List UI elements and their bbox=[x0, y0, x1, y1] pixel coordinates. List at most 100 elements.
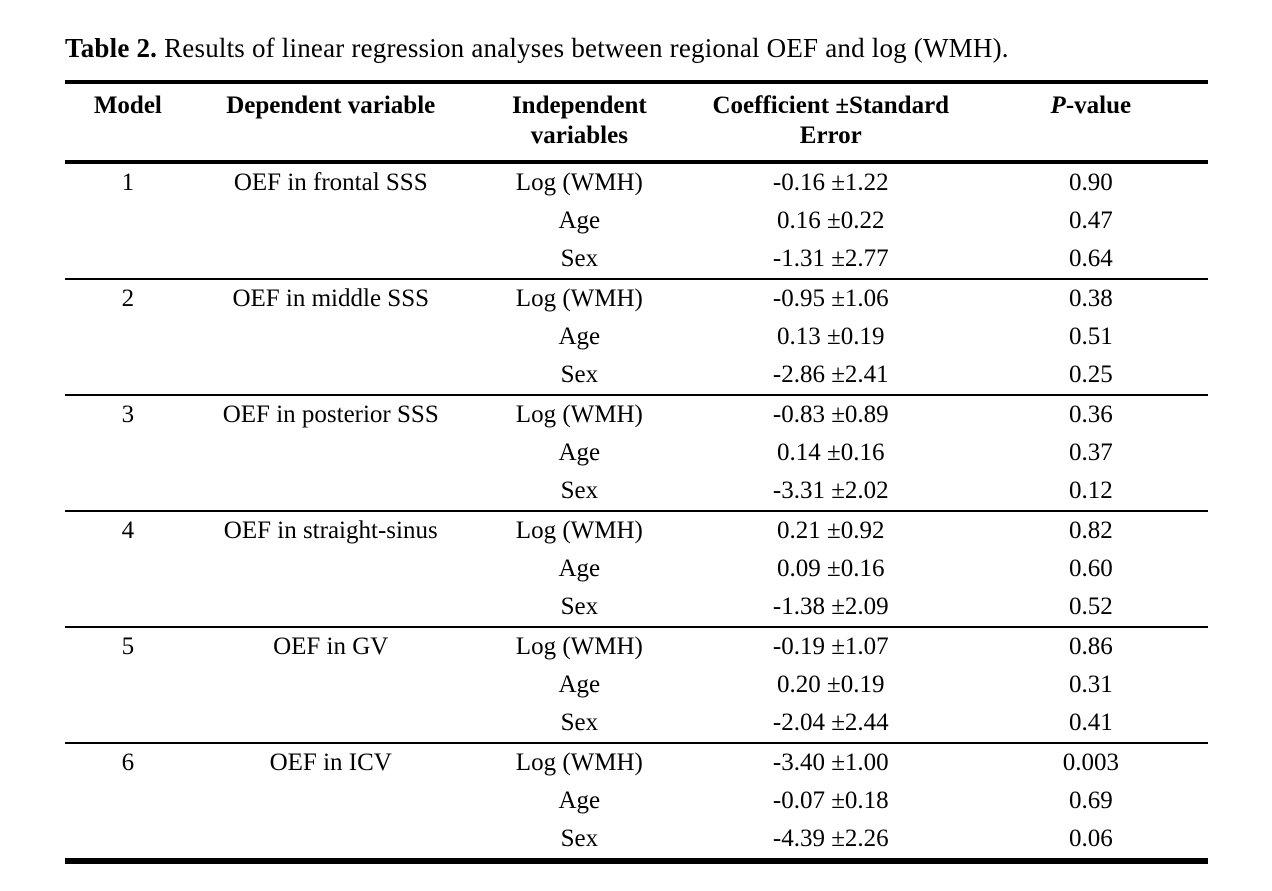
column-header-dependent-variable: Dependent variable bbox=[226, 92, 436, 119]
coefficient-value: 0.13 ±0.19 bbox=[777, 323, 885, 350]
p-value: 0.41 bbox=[1068, 709, 1113, 736]
table-caption-text: Results of linear regression analyses be… bbox=[157, 33, 1009, 63]
p-value-suffix: -value bbox=[1065, 92, 1132, 119]
coefficient-value: 0.16 ±0.22 bbox=[777, 207, 885, 234]
p-value: 0.12 bbox=[1068, 477, 1113, 504]
table-row: Sex -3.31 ±2.02 0.12 bbox=[65, 472, 1208, 511]
table-row: Sex -1.31 ±2.77 0.64 bbox=[65, 240, 1208, 279]
table-row: Sex -1.38 ±2.09 0.52 bbox=[65, 588, 1208, 627]
model-number: 1 bbox=[121, 169, 135, 196]
column-header-independent-variables: Independent variables bbox=[511, 92, 647, 149]
coefficient-value: -2.04 ±2.44 bbox=[772, 709, 889, 736]
coefficient-value: 0.14 ±0.16 bbox=[777, 439, 885, 466]
independent-variable: Age bbox=[558, 207, 601, 234]
column-header-p-value: P-value bbox=[974, 82, 1208, 162]
table-row: 1 OEF in frontal SSS Log (WMH) -0.16 ±1.… bbox=[65, 162, 1208, 202]
table-row: Age 0.14 ±0.16 0.37 bbox=[65, 434, 1208, 472]
table-row: Age 0.13 ±0.19 0.51 bbox=[65, 318, 1208, 356]
dependent-variable: OEF in middle SSS bbox=[232, 285, 430, 312]
independent-variable: Sex bbox=[560, 709, 599, 736]
table-row: 5 OEF in GV Log (WMH) -0.19 ±1.07 0.86 bbox=[65, 627, 1208, 666]
p-value: 0.90 bbox=[1068, 169, 1113, 196]
independent-variable: Age bbox=[558, 555, 601, 582]
coefficient-value: -4.39 ±2.26 bbox=[772, 825, 889, 852]
independent-variable: Log (WMH) bbox=[515, 749, 643, 776]
model-number: 4 bbox=[121, 517, 135, 544]
independent-variable: Log (WMH) bbox=[515, 633, 643, 660]
table-row: Age -0.07 ±0.18 0.69 bbox=[65, 782, 1208, 820]
table-header: Model Dependent variable Independent var… bbox=[65, 82, 1208, 162]
table-row: Sex -2.04 ±2.44 0.41 bbox=[65, 704, 1208, 743]
p-value: 0.003 bbox=[1062, 749, 1119, 776]
p-value-italic-p: P bbox=[1050, 92, 1066, 119]
regression-results-table: Model Dependent variable Independent var… bbox=[65, 80, 1208, 864]
p-value: 0.60 bbox=[1068, 555, 1113, 582]
coefficient-value: -0.07 ±0.18 bbox=[772, 787, 889, 814]
table-row: 4 OEF in straight-sinus Log (WMH) 0.21 ±… bbox=[65, 511, 1208, 550]
p-value: 0.36 bbox=[1068, 401, 1113, 428]
dependent-variable: OEF in frontal SSS bbox=[233, 169, 428, 196]
table-row: Sex -4.39 ±2.26 0.06 bbox=[65, 820, 1208, 861]
dependent-variable: OEF in posterior SSS bbox=[222, 401, 439, 428]
independent-variable: Age bbox=[558, 671, 601, 698]
table-caption: Table 2. Results of linear regression an… bbox=[65, 32, 1208, 64]
model-block-2: 2 OEF in middle SSS Log (WMH) -0.95 ±1.0… bbox=[65, 279, 1208, 395]
independent-variable: Log (WMH) bbox=[515, 285, 643, 312]
independent-variable: Sex bbox=[560, 593, 599, 620]
coefficient-value: -3.40 ±1.00 bbox=[772, 749, 889, 776]
dependent-variable: OEF in ICV bbox=[269, 749, 392, 776]
model-number: 3 bbox=[121, 401, 135, 428]
independent-variable: Sex bbox=[560, 825, 599, 852]
coefficient-value: -0.19 ±1.07 bbox=[772, 633, 889, 660]
coefficient-value: -0.16 ±1.22 bbox=[772, 169, 889, 196]
column-header-coefficient: Coefficient ±Standard Error bbox=[712, 92, 950, 149]
independent-variable: Sex bbox=[560, 361, 599, 388]
dependent-variable: OEF in straight-sinus bbox=[223, 517, 438, 544]
coefficient-value: -0.83 ±0.89 bbox=[772, 401, 889, 428]
independent-variable: Age bbox=[558, 323, 601, 350]
model-block-3: 3 OEF in posterior SSS Log (WMH) -0.83 ±… bbox=[65, 395, 1208, 511]
p-value: 0.37 bbox=[1068, 439, 1113, 466]
table-row: Age 0.20 ±0.19 0.31 bbox=[65, 666, 1208, 704]
coefficient-value: -3.31 ±2.02 bbox=[772, 477, 889, 504]
model-number: 2 bbox=[121, 285, 135, 312]
independent-variable: Log (WMH) bbox=[515, 517, 643, 544]
table-row: 3 OEF in posterior SSS Log (WMH) -0.83 ±… bbox=[65, 395, 1208, 434]
independent-variable: Sex bbox=[560, 477, 599, 504]
p-value: 0.52 bbox=[1068, 593, 1113, 620]
table-row: Sex -2.86 ±2.41 0.25 bbox=[65, 356, 1208, 395]
model-block-6: 6 OEF in ICV Log (WMH) -3.40 ±1.00 0.003… bbox=[65, 743, 1208, 861]
model-block-1: 1 OEF in frontal SSS Log (WMH) -0.16 ±1.… bbox=[65, 162, 1208, 279]
independent-variable: Log (WMH) bbox=[515, 401, 643, 428]
table-row: Age 0.16 ±0.22 0.47 bbox=[65, 202, 1208, 240]
p-value: 0.31 bbox=[1068, 671, 1113, 698]
p-value: 0.86 bbox=[1068, 633, 1113, 660]
p-value: 0.06 bbox=[1068, 825, 1113, 852]
table-row: 6 OEF in ICV Log (WMH) -3.40 ±1.00 0.003 bbox=[65, 743, 1208, 782]
independent-variable: Sex bbox=[560, 245, 599, 272]
coefficient-value: -2.86 ±2.41 bbox=[772, 361, 889, 388]
coefficient-value: 0.09 ±0.16 bbox=[777, 555, 885, 582]
independent-variable: Log (WMH) bbox=[515, 169, 643, 196]
table-caption-label: Table 2. bbox=[65, 33, 158, 63]
model-block-4: 4 OEF in straight-sinus Log (WMH) 0.21 ±… bbox=[65, 511, 1208, 627]
p-value: 0.51 bbox=[1068, 323, 1113, 350]
coefficient-value: -0.95 ±1.06 bbox=[772, 285, 889, 312]
p-value: 0.38 bbox=[1068, 285, 1113, 312]
p-value: 0.64 bbox=[1068, 245, 1113, 272]
table-row: Age 0.09 ±0.16 0.60 bbox=[65, 550, 1208, 588]
model-number: 5 bbox=[121, 633, 135, 660]
header-row: Model Dependent variable Independent var… bbox=[65, 82, 1208, 162]
dependent-variable: OEF in GV bbox=[273, 633, 389, 660]
coefficient-value: 0.20 ±0.19 bbox=[777, 671, 885, 698]
coefficient-value: -1.31 ±2.77 bbox=[772, 245, 889, 272]
p-value: 0.25 bbox=[1068, 361, 1113, 388]
table-row: 2 OEF in middle SSS Log (WMH) -0.95 ±1.0… bbox=[65, 279, 1208, 318]
independent-variable: Age bbox=[558, 439, 601, 466]
model-number: 6 bbox=[121, 749, 135, 776]
column-header-model: Model bbox=[93, 92, 162, 119]
p-value: 0.82 bbox=[1068, 517, 1113, 544]
p-value: 0.47 bbox=[1068, 207, 1113, 234]
model-block-5: 5 OEF in GV Log (WMH) -0.19 ±1.07 0.86 A… bbox=[65, 627, 1208, 743]
